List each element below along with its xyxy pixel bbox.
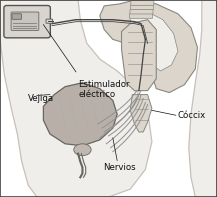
Polygon shape xyxy=(130,95,152,132)
Ellipse shape xyxy=(74,144,91,156)
Polygon shape xyxy=(130,12,178,71)
Text: Nervios: Nervios xyxy=(103,163,136,172)
FancyBboxPatch shape xyxy=(12,14,21,19)
Text: Estimulador
eléctrico: Estimulador eléctrico xyxy=(78,80,130,99)
Polygon shape xyxy=(122,20,156,91)
Text: Vejiga: Vejiga xyxy=(28,94,54,103)
FancyBboxPatch shape xyxy=(11,12,39,30)
Text: Cóccix: Cóccix xyxy=(178,111,206,120)
FancyBboxPatch shape xyxy=(131,1,154,5)
FancyBboxPatch shape xyxy=(46,19,53,23)
FancyBboxPatch shape xyxy=(130,9,153,14)
Polygon shape xyxy=(0,0,152,197)
FancyBboxPatch shape xyxy=(130,5,153,10)
FancyBboxPatch shape xyxy=(4,6,50,38)
Polygon shape xyxy=(189,0,217,197)
Polygon shape xyxy=(100,0,197,93)
Polygon shape xyxy=(43,83,117,146)
FancyBboxPatch shape xyxy=(130,14,153,18)
